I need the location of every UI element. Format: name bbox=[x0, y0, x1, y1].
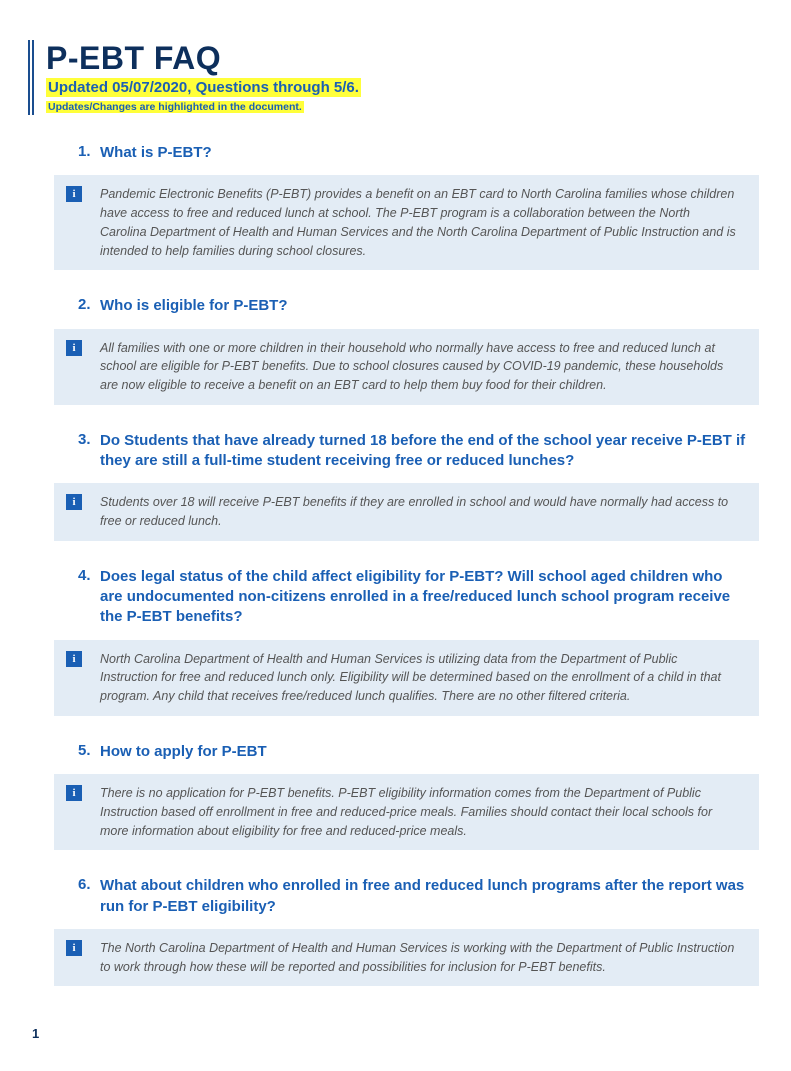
info-icon: i bbox=[66, 494, 82, 510]
answer-row: i Pandemic Electronic Benefits (P-EBT) p… bbox=[54, 175, 759, 270]
question-row: 4. Does legal status of the child affect… bbox=[54, 567, 759, 628]
info-icon: i bbox=[66, 651, 82, 667]
info-icon: i bbox=[66, 186, 82, 202]
question-row: 6. What about children who enrolled in f… bbox=[54, 876, 759, 917]
question-text: How to apply for P-EBT bbox=[100, 742, 267, 762]
question-number: 4. bbox=[78, 567, 100, 628]
answer-row: i North Carolina Department of Health an… bbox=[54, 640, 759, 716]
answer-text: Students over 18 will receive P-EBT bene… bbox=[100, 493, 745, 531]
answer-text: Pandemic Electronic Benefits (P-EBT) pro… bbox=[100, 185, 745, 260]
page-number: 1 bbox=[32, 1026, 759, 1041]
question-row: 2. Who is eligible for P-EBT? bbox=[54, 296, 759, 316]
question-text: What is P-EBT? bbox=[100, 143, 212, 163]
faq-item: 2. Who is eligible for P-EBT? i All fami… bbox=[54, 296, 759, 405]
question-text: What about children who enrolled in free… bbox=[100, 876, 747, 917]
title-block: P-EBT FAQ Updated 05/07/2020, Questions … bbox=[28, 40, 759, 115]
faq-item: 5. How to apply for P-EBT i There is no … bbox=[54, 742, 759, 851]
subtitle-highlight: Updated 05/07/2020, Questions through 5/… bbox=[46, 78, 361, 97]
question-number: 1. bbox=[78, 143, 100, 163]
answer-row: i There is no application for P-EBT bene… bbox=[54, 774, 759, 850]
answer-row: i The North Carolina Department of Healt… bbox=[54, 929, 759, 987]
question-text: Who is eligible for P-EBT? bbox=[100, 296, 288, 316]
answer-text: North Carolina Department of Health and … bbox=[100, 650, 745, 706]
page-title: P-EBT FAQ bbox=[46, 40, 759, 77]
faq-item: 4. Does legal status of the child affect… bbox=[54, 567, 759, 716]
info-icon: i bbox=[66, 940, 82, 956]
question-row: 3. Do Students that have already turned … bbox=[54, 431, 759, 472]
question-number: 2. bbox=[78, 296, 100, 316]
answer-row: i Students over 18 will receive P-EBT be… bbox=[54, 483, 759, 541]
question-row: 1. What is P-EBT? bbox=[54, 143, 759, 163]
question-row: 5. How to apply for P-EBT bbox=[54, 742, 759, 762]
faq-item: 6. What about children who enrolled in f… bbox=[54, 876, 759, 986]
faq-item: 1. What is P-EBT? i Pandemic Electronic … bbox=[54, 143, 759, 270]
question-text: Does legal status of the child affect el… bbox=[100, 567, 747, 628]
info-icon: i bbox=[66, 785, 82, 801]
answer-row: i All families with one or more children… bbox=[54, 329, 759, 405]
answer-text: There is no application for P-EBT benefi… bbox=[100, 784, 745, 840]
faq-item: 3. Do Students that have already turned … bbox=[54, 431, 759, 541]
answer-text: The North Carolina Department of Health … bbox=[100, 939, 745, 977]
answer-text: All families with one or more children i… bbox=[100, 339, 745, 395]
question-number: 5. bbox=[78, 742, 100, 762]
question-text: Do Students that have already turned 18 … bbox=[100, 431, 747, 472]
faq-list: 1. What is P-EBT? i Pandemic Electronic … bbox=[54, 143, 759, 986]
subnote-highlight: Updates/Changes are highlighted in the d… bbox=[46, 101, 304, 113]
question-number: 3. bbox=[78, 431, 100, 472]
question-number: 6. bbox=[78, 876, 100, 917]
info-icon: i bbox=[66, 340, 82, 356]
